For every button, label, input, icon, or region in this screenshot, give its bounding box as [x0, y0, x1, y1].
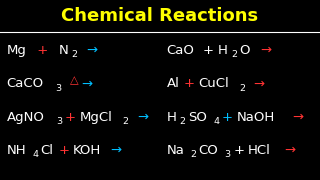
Text: 2: 2 — [72, 50, 78, 59]
Text: →: → — [292, 111, 304, 123]
Text: →: → — [137, 111, 148, 123]
Text: HCl: HCl — [248, 144, 271, 157]
Text: 3: 3 — [225, 150, 231, 159]
Text: 2: 2 — [239, 84, 245, 93]
Text: CuCl: CuCl — [198, 77, 229, 90]
Text: SO: SO — [188, 111, 207, 123]
Text: 3: 3 — [55, 84, 61, 93]
Text: +: + — [58, 144, 69, 157]
Text: N: N — [59, 44, 68, 57]
Text: →: → — [260, 44, 271, 57]
Text: NH: NH — [6, 144, 26, 157]
Text: 3: 3 — [56, 117, 62, 126]
Text: CaCO: CaCO — [6, 77, 44, 90]
Text: Al: Al — [166, 77, 179, 90]
Text: +: + — [64, 111, 76, 123]
Text: 2: 2 — [122, 117, 128, 126]
Text: +: + — [33, 44, 52, 57]
Text: →: → — [110, 144, 121, 157]
Text: +: + — [221, 111, 233, 123]
Text: KOH: KOH — [73, 144, 101, 157]
Text: 2: 2 — [180, 117, 186, 126]
Text: +: + — [203, 44, 214, 57]
Text: +: + — [184, 77, 195, 90]
Text: CO: CO — [198, 144, 218, 157]
Text: H: H — [166, 111, 176, 123]
Text: NaOH: NaOH — [236, 111, 275, 123]
Text: 4: 4 — [213, 117, 219, 126]
Text: 2: 2 — [231, 50, 237, 59]
Text: △: △ — [70, 75, 78, 85]
Text: →: → — [284, 144, 295, 157]
Text: MgCl: MgCl — [79, 111, 112, 123]
Text: Na: Na — [166, 144, 184, 157]
Text: +: + — [233, 144, 244, 157]
Text: →: → — [86, 44, 97, 57]
Text: 2: 2 — [190, 150, 196, 159]
Text: Cl: Cl — [41, 144, 54, 157]
Text: AgNO: AgNO — [6, 111, 44, 123]
Text: H: H — [218, 44, 228, 57]
Text: Chemical Reactions: Chemical Reactions — [61, 7, 259, 25]
Text: CaO: CaO — [166, 44, 194, 57]
Text: →: → — [81, 77, 92, 90]
Text: →: → — [253, 77, 264, 90]
Text: O: O — [240, 44, 250, 57]
Text: Mg: Mg — [6, 44, 26, 57]
Text: 4: 4 — [32, 150, 38, 159]
